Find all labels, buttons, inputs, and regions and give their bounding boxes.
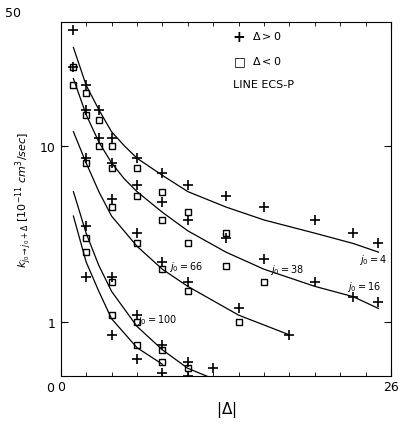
Text: 50: 50 xyxy=(5,7,21,20)
X-axis label: $|\Delta|$: $|\Delta|$ xyxy=(215,399,236,419)
Y-axis label: $k_{j_0 \rightarrow j_0+\Delta}\ [10^{-11}\ cm^3/sec]$: $k_{j_0 \rightarrow j_0+\Delta}\ [10^{-1… xyxy=(13,132,34,268)
Text: □: □ xyxy=(234,55,245,68)
Text: $\Delta > 0$: $\Delta > 0$ xyxy=(252,30,281,42)
Text: $j_0 = 16$: $j_0 = 16$ xyxy=(346,280,380,294)
Text: $j_0 = 38$: $j_0 = 38$ xyxy=(270,263,304,276)
Text: LINE ECS-P: LINE ECS-P xyxy=(232,80,293,89)
Text: $j_0 = 66$: $j_0 = 66$ xyxy=(168,259,202,273)
Text: $\Delta < 0$: $\Delta < 0$ xyxy=(252,55,281,67)
Text: $j_0 = 4$: $j_0 = 4$ xyxy=(358,252,386,266)
Text: 0: 0 xyxy=(46,381,54,394)
Text: +: + xyxy=(232,30,245,45)
Text: $j_0 = 100$: $j_0 = 100$ xyxy=(136,312,177,326)
